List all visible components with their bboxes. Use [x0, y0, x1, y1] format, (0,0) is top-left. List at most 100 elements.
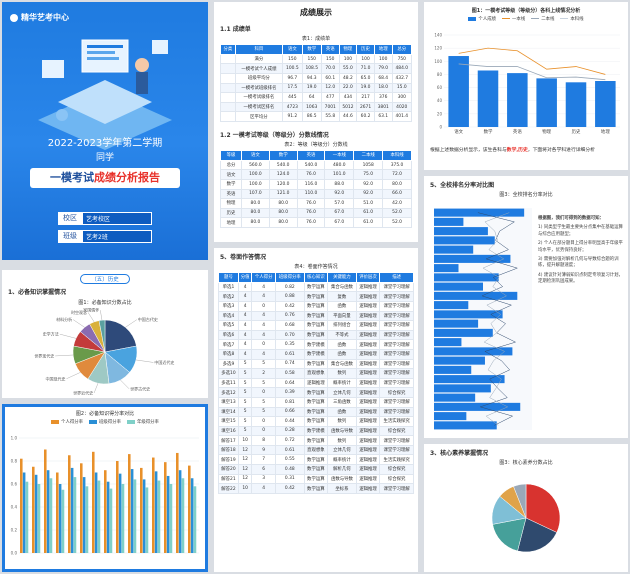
table-cell: 5 [251, 358, 276, 370]
pie-leader [120, 379, 130, 389]
table-cell: 18.0 [373, 82, 393, 94]
table-cell: 560.0 [241, 159, 270, 171]
core-section: 3、核心素养掌握情况 [430, 450, 489, 457]
table-cell: 立体几何 [327, 444, 357, 456]
legend-item-3: 年级得分率 [126, 419, 159, 425]
table-cell: 填空16 [218, 425, 239, 437]
table-cell: 10 [237, 483, 253, 494]
table-cell: 填空14 [218, 406, 239, 418]
table-cell: 语文 [219, 169, 243, 180]
x-tick: 数学 [484, 128, 493, 135]
table-cell: 逻辑推理 [355, 406, 381, 418]
bar [434, 328, 493, 337]
table-cell: 逻辑推理 [355, 291, 381, 302]
table-cell: 108.5 [301, 63, 322, 74]
table-cell: 逻辑推理 [355, 425, 381, 437]
bar [434, 236, 495, 245]
pie-label: 史学方法 [43, 331, 59, 337]
table-cell: 数学建模 [303, 339, 329, 350]
table-cell: 52.0 [382, 207, 412, 219]
table-cell: 80.0 [268, 217, 298, 228]
y-tick: 0.4 [11, 505, 18, 510]
table-cell: 65.0 [356, 72, 375, 84]
logo-icon [10, 13, 18, 22]
table-cell: 课堂学习理解 [379, 339, 414, 350]
bar [448, 56, 469, 127]
table-cell: 多选11 [218, 377, 239, 389]
table-cell: 逻辑推理 [355, 320, 381, 331]
table-row: 解答17 10 8 0.72 数学运算 数列 逻辑推理 课堂学习理解 [218, 435, 414, 446]
table-cell: 0.48 [274, 464, 305, 475]
table-cell: 数学运算 [303, 281, 329, 293]
t1-header: 科目 [234, 44, 284, 55]
table-cell: 120.0 [268, 178, 298, 190]
table-cell: 66.0 [382, 188, 412, 200]
table-cell: 4 [251, 310, 276, 322]
table-cell: 8 [251, 435, 276, 446]
table-cell: 91.2 [282, 111, 303, 122]
table-cell: 数学运算 [303, 473, 329, 485]
t1-header: 数学 [301, 44, 322, 55]
pie-leader [66, 372, 81, 379]
table-cell: 4 [237, 348, 253, 360]
table-row: 解答20 12 6 0.48 数学运算 解析几何 逻辑推理 综合探究 [218, 464, 414, 475]
table-cell: 92.0 [353, 178, 384, 190]
y-tick: 80 [437, 72, 443, 77]
table-cell: 5 [237, 377, 253, 389]
table-cell: 0.88 [274, 291, 305, 302]
table-cell: 5 [251, 377, 276, 389]
table-cell: 数列 [327, 368, 357, 379]
table-cell [220, 101, 236, 113]
table-cell: 课堂学习理解 [379, 483, 414, 494]
t2-header: 等级 [219, 149, 243, 161]
line-legend-1: 个人成绩 [468, 16, 496, 22]
table-cell: 课堂学习理解 [379, 358, 414, 370]
bar [154, 471, 158, 553]
table-cell: 0 [251, 416, 276, 427]
bar [434, 338, 462, 347]
table-cell: 116.0 [296, 178, 326, 190]
bar [92, 451, 95, 553]
bar [145, 487, 149, 553]
score-bar-chart: 0.0 0.2 0.4 0.6 0.8 1.0 [11, 436, 199, 556]
history-pie-title: 图1：必备知识分数占比 [78, 300, 132, 306]
table-row: 单选5 4 4 0.68 数学运算 排列组合 逻辑推理 课堂学习理解 [218, 320, 414, 331]
y-tick: 40 [437, 98, 443, 103]
line-legend-4: 本科线 [560, 16, 584, 22]
pie-leader [73, 319, 85, 328]
table-cell: 概率统计 [327, 454, 357, 466]
table-cell: 课堂学习理解 [379, 444, 414, 456]
bar [140, 467, 143, 553]
table-cell: 历史 [219, 207, 243, 219]
table-cell: 12.0 [320, 82, 340, 94]
table-cell: 数学建模 [303, 348, 329, 360]
table-cell: 物理 [219, 198, 243, 209]
t1-header: 语文 [282, 44, 303, 55]
table-row: 解答18 12 9 0.61 直观想象 立体几何 逻辑推理 课堂学习理解 [218, 444, 414, 456]
table-cell: 100 [338, 53, 358, 65]
table-cell: 79.0 [373, 63, 393, 74]
pie-slice [104, 319, 137, 353]
table-cell: 逻辑推理 [355, 377, 381, 389]
table-cell: 0.35 [274, 339, 305, 350]
table-cell: 0.76 [274, 310, 305, 322]
table-cell: 67.0 [324, 217, 355, 228]
table-row: 填空14 5 5 0.66 数学运算 函数 逻辑推理 课堂学习理解 [218, 406, 414, 418]
table-row: 单选1 4 4 0.82 数学运算 集合与函数 逻辑推理 课堂学习理解 [218, 281, 414, 293]
plot-bg [434, 208, 532, 430]
pie-label: 家国情怀 [83, 308, 99, 313]
table-cell: 80.0 [268, 198, 298, 209]
table-cell: 0.66 [274, 406, 305, 418]
bar [130, 469, 134, 553]
table-cell: 110.0 [296, 188, 326, 200]
table-cell [220, 92, 236, 103]
table-cell: 42.0 [382, 198, 412, 209]
table-cell: 单选4 [218, 310, 239, 322]
table-cell: 72.0 [382, 169, 412, 180]
table-cell: 376 [373, 92, 393, 103]
core-title: 图3：核心素养分数占比 [499, 460, 553, 466]
bar [434, 227, 488, 236]
table-cell: 100.5 [282, 63, 303, 74]
table-cell: 平面向量 [327, 310, 357, 322]
table-cell: 坐标系 [327, 483, 357, 494]
